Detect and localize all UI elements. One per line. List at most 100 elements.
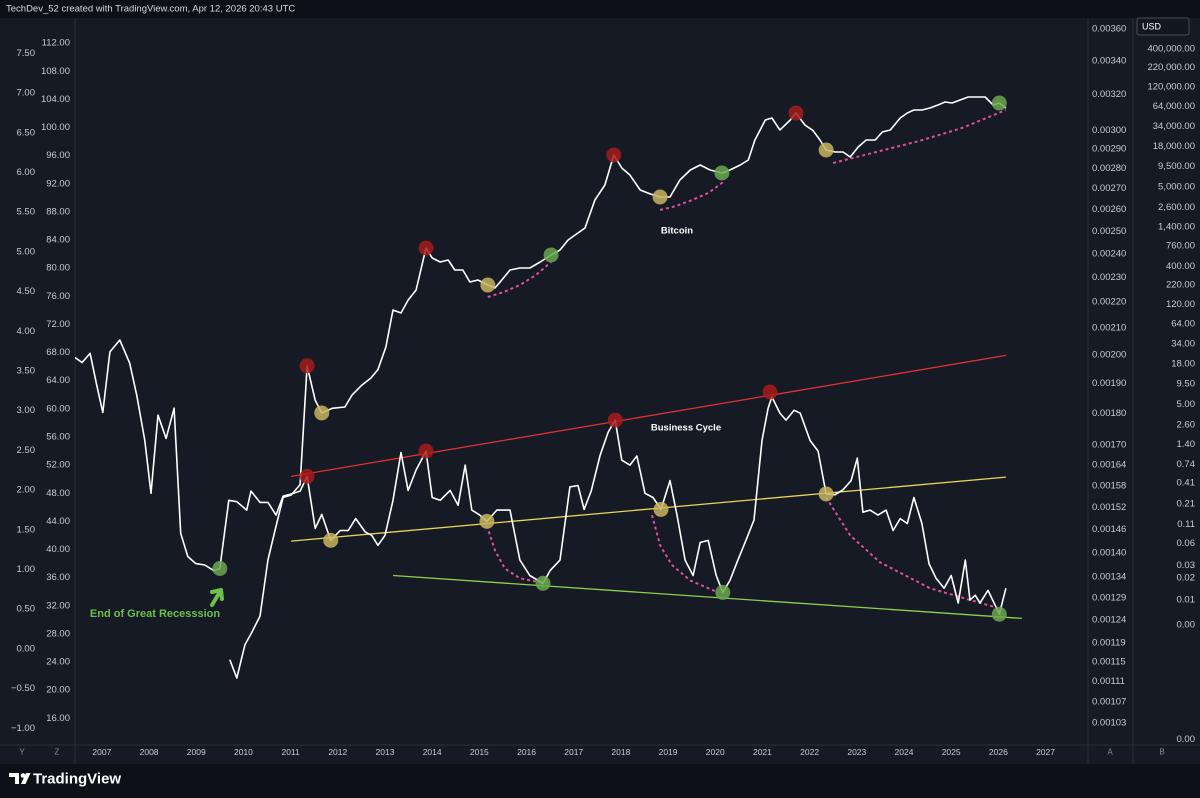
y-tick-label: 24.00: [46, 657, 70, 668]
dashed-curve: [825, 496, 996, 609]
y-tick-label: 44.00: [46, 516, 70, 527]
y-tick-label: 120.00: [1166, 299, 1195, 310]
y-tick-label: 20.00: [46, 685, 70, 696]
y-tick-label: 0.00300: [1092, 125, 1126, 136]
y-tick-label: 2.50: [17, 445, 36, 456]
y-tick-label: 100.00: [41, 122, 70, 133]
y-tick-label: 1,400.00: [1158, 221, 1195, 232]
x-tick-label: 2018: [611, 747, 630, 757]
y-tick-label: 68.00: [46, 347, 70, 358]
y-tick-label: 0.00240: [1092, 248, 1126, 259]
y-tick-label: 92.00: [46, 178, 70, 189]
y-tick-label: 0.06: [1177, 538, 1196, 549]
cycle-marker: [212, 560, 228, 576]
cycle-marker: [479, 513, 495, 529]
x-tick-label: 2024: [895, 747, 914, 757]
y-tick-label: 0.00320: [1092, 89, 1126, 100]
axis-button[interactable]: Z: [55, 748, 60, 757]
trendline: [291, 476, 1006, 542]
logo-mark: [21, 773, 31, 784]
y-tick-label: 0.00280: [1092, 163, 1126, 174]
y-tick-label: 3.00: [17, 405, 36, 416]
y-tick-label: 0.00290: [1092, 144, 1126, 155]
y-tick-label: 0.00152: [1092, 502, 1126, 513]
y-tick-label: 7.00: [17, 88, 36, 99]
y-tick-label: 5.00: [17, 246, 36, 257]
series-label: Business Cycle: [651, 423, 721, 434]
y-tick-label: 48.00: [46, 488, 70, 499]
y-tick-label: 120,000.00: [1147, 81, 1195, 92]
y-tick-label: 0.00360: [1092, 24, 1126, 35]
y-tick-label: 96.00: [46, 150, 70, 161]
series-line: [75, 339, 1007, 615]
y-tick-label: 28.00: [46, 628, 70, 639]
currency-label[interactable]: USD: [1142, 22, 1162, 32]
dashed-curve: [651, 514, 719, 594]
currency-box[interactable]: [1136, 17, 1190, 36]
y-tick-label: 3.50: [17, 365, 36, 376]
y-tick-label: 60.00: [46, 403, 70, 414]
y-tick-label: 64,000.00: [1153, 101, 1195, 112]
y-tick-label: 0.00340: [1092, 55, 1126, 66]
x-tick-label: 2020: [706, 747, 725, 757]
cycle-marker: [818, 486, 834, 502]
y-tick-label: 0.74: [1177, 459, 1196, 470]
y-tick-label: 0.00: [1177, 734, 1196, 745]
y-tick-label: 220.00: [1166, 280, 1195, 291]
y-tick-label: 34,000.00: [1153, 121, 1195, 132]
y-tick-label: 108.00: [41, 66, 70, 77]
cycle-marker: [607, 412, 623, 428]
y-tick-label: 220,000.00: [1147, 62, 1195, 73]
y-tick-label: 0.00115: [1092, 656, 1126, 667]
y-tick-label: 0.00190: [1092, 378, 1126, 389]
y-tick-label: 0.00103: [1092, 718, 1126, 729]
y-tick-label: 0.00: [17, 643, 36, 654]
cycle-marker: [299, 358, 315, 374]
y-tick-label: 80.00: [46, 263, 70, 274]
axis-button[interactable]: A: [1107, 748, 1113, 757]
y-tick-label: 64.00: [46, 375, 70, 386]
y-tick-label: 6.50: [17, 127, 36, 138]
y-tick-label: 0.00129: [1092, 593, 1126, 604]
y-tick-label: 400.00: [1166, 261, 1195, 272]
y-tick-label: 4.00: [17, 326, 36, 337]
y-tick-label: 0.00124: [1092, 615, 1126, 626]
y-tick-label: −0.50: [11, 683, 35, 694]
cycle-marker: [653, 501, 669, 517]
annotation: End of Great Recesssion: [90, 608, 220, 620]
y-tick-label: 9.50: [1177, 379, 1196, 390]
y-tick-label: 0.00140: [1092, 547, 1126, 558]
axis-button[interactable]: Y: [19, 748, 25, 757]
x-tick-label: 2025: [942, 747, 961, 757]
cycle-marker: [314, 405, 330, 421]
annotation-arrow: [210, 588, 224, 607]
axis-button[interactable]: B: [1159, 748, 1164, 757]
y-tick-label: 0.00230: [1092, 272, 1126, 283]
attribution: TechDev_52 created with TradingView.com,…: [6, 4, 295, 15]
y-tick-label: 0.00250: [1092, 226, 1126, 237]
cycle-marker: [418, 443, 434, 459]
y-tick-label: 0.00200: [1092, 350, 1126, 361]
y-tick-label: 760.00: [1166, 241, 1195, 252]
x-tick-label: 2013: [376, 747, 395, 757]
cycle-marker: [299, 468, 315, 484]
y-tick-label: 2,600.00: [1158, 202, 1195, 213]
trendline: [290, 354, 1007, 478]
y-tick-label: 400,000.00: [1147, 43, 1195, 54]
y-tick-label: 0.00146: [1092, 524, 1126, 535]
x-tick-label: 2014: [423, 747, 442, 757]
logo-mark: [9, 773, 19, 784]
y-tick-label: 40.00: [46, 544, 70, 555]
y-tick-label: 9,500.00: [1158, 161, 1195, 172]
y-tick-label: 0.00210: [1092, 323, 1126, 334]
y-tick-label: 0.00: [1177, 620, 1196, 631]
y-tick-label: 16.00: [46, 713, 70, 724]
y-tick-label: 36.00: [46, 572, 70, 583]
y-tick-label: 1.00: [17, 564, 36, 575]
x-tick-label: 2021: [753, 747, 772, 757]
y-tick-label: 64.00: [1171, 319, 1195, 330]
x-tick-label: 2019: [659, 747, 678, 757]
cycle-marker: [652, 189, 668, 205]
cycle-marker: [480, 277, 496, 293]
y-tick-label: 0.00119: [1092, 637, 1126, 648]
